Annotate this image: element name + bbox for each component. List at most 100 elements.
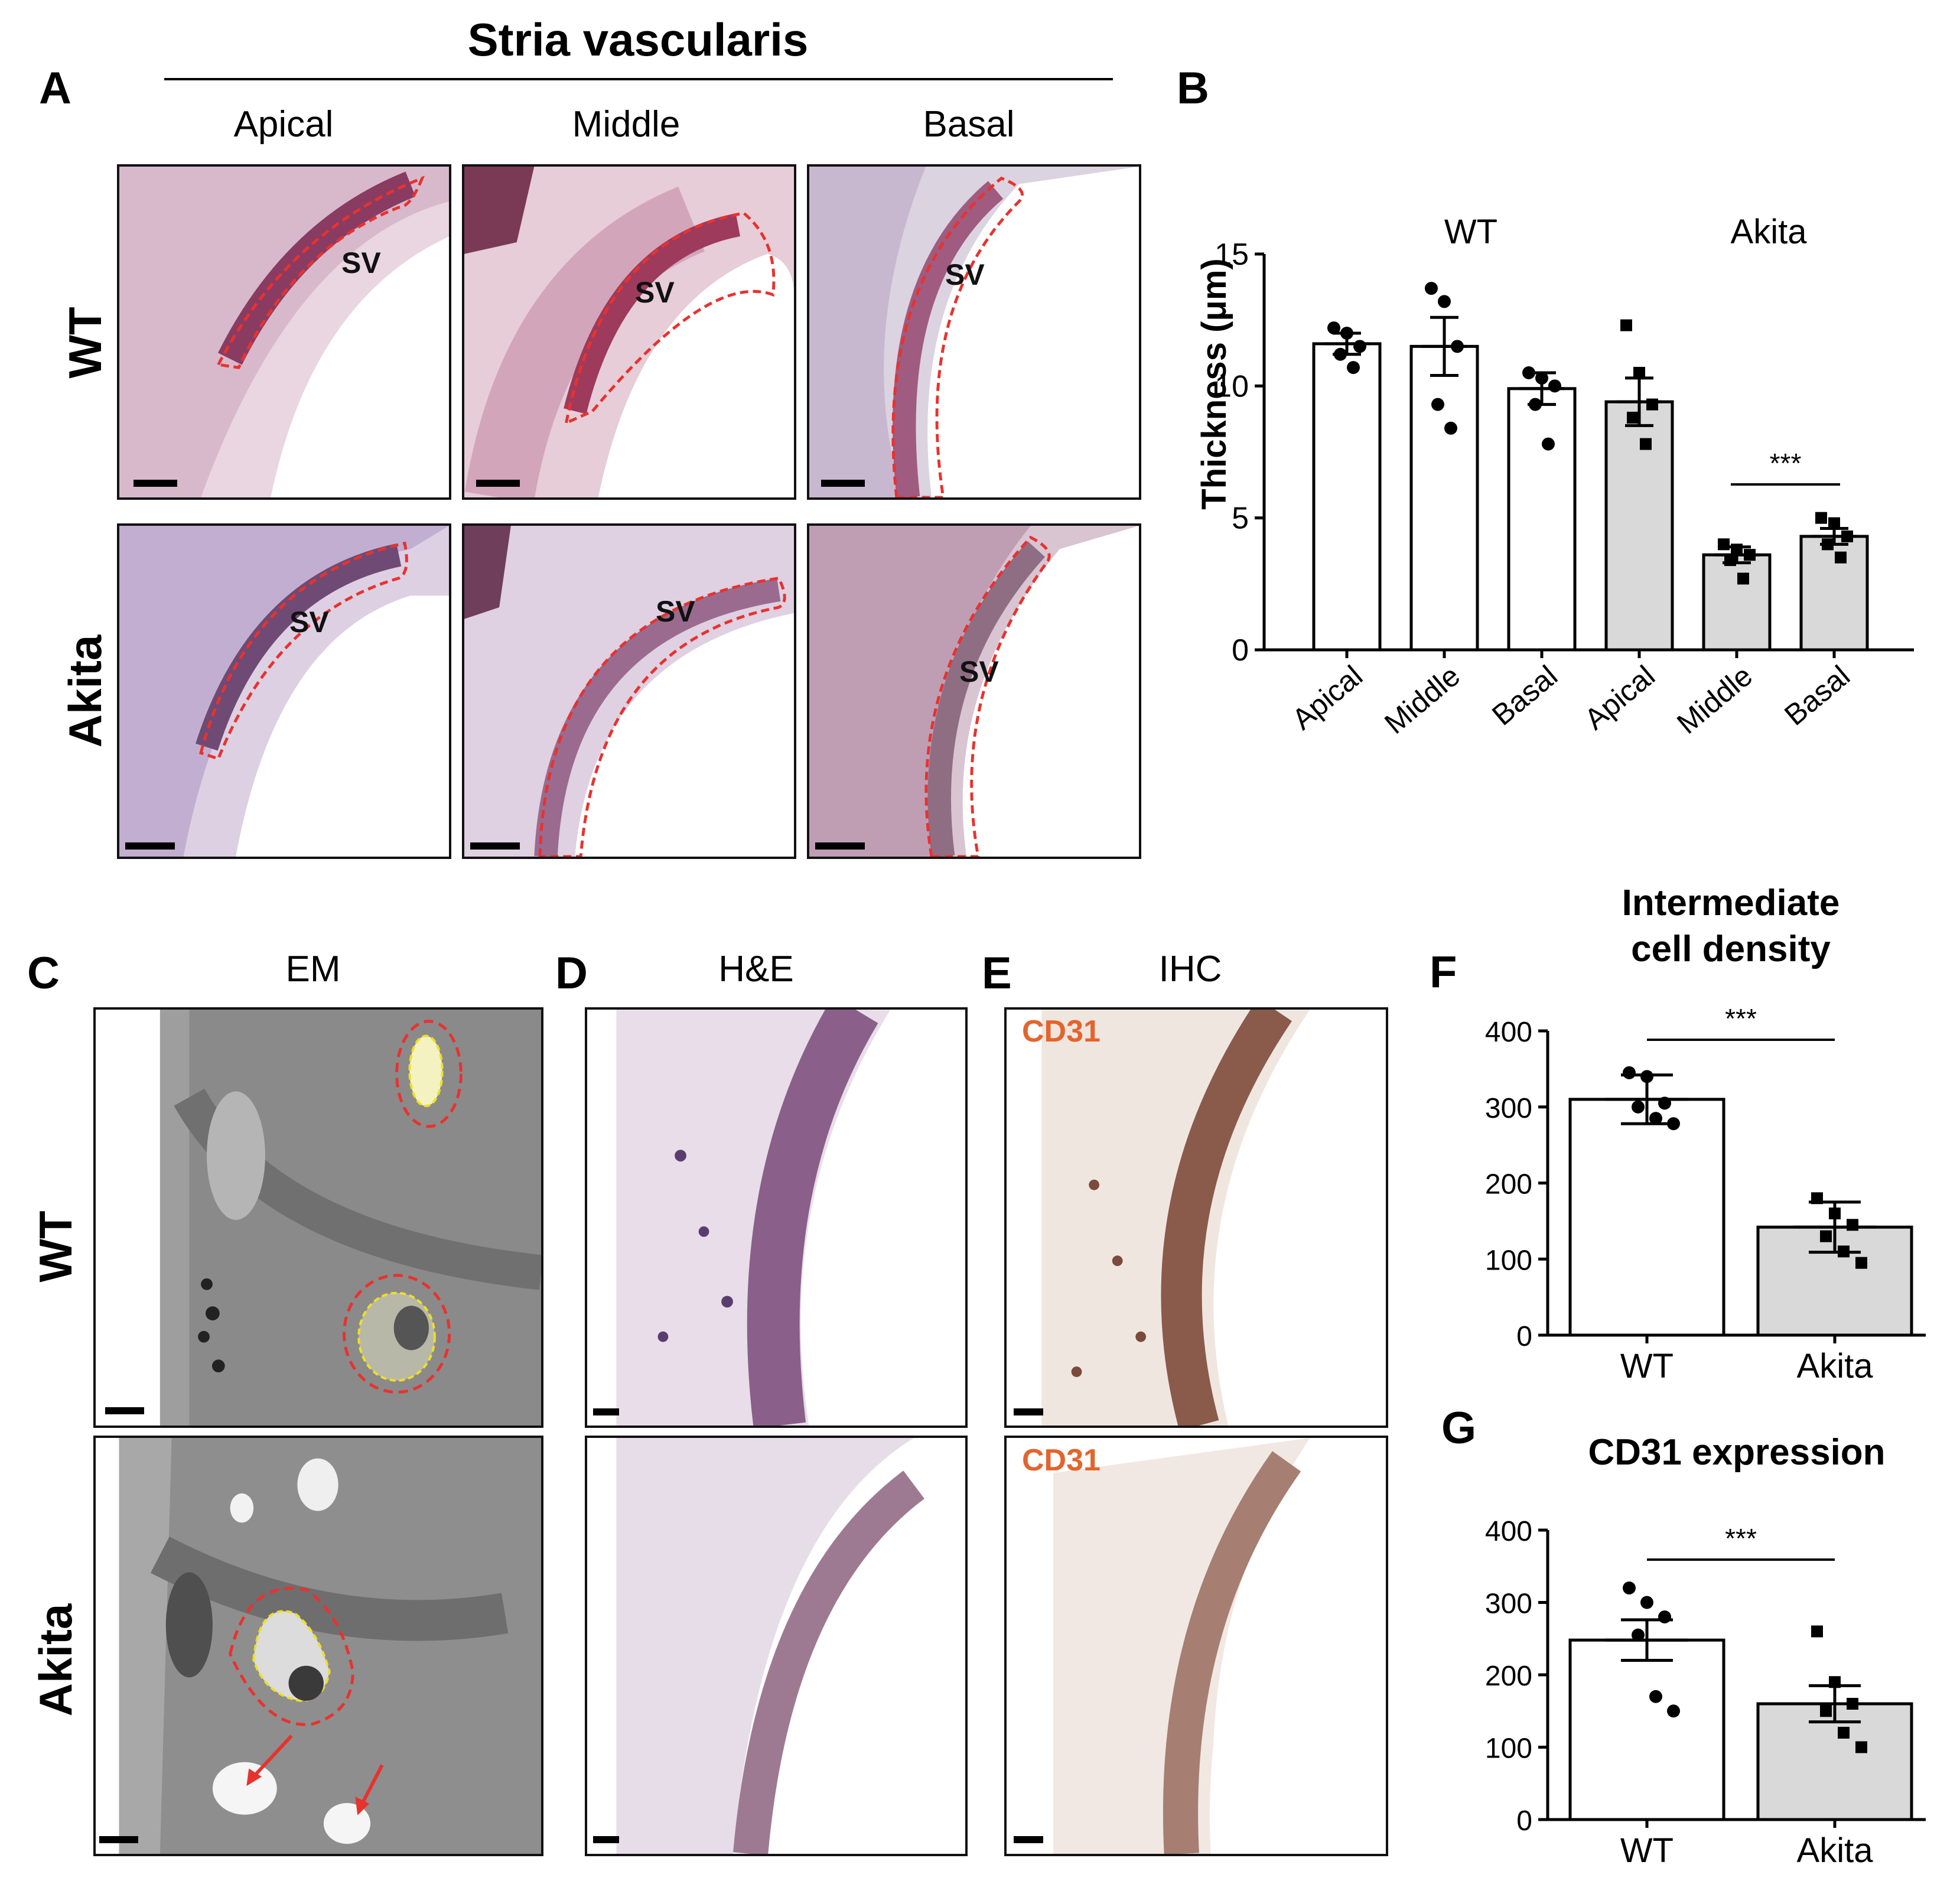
x-tick-label: Akita [1797,1347,1874,1382]
row-label-akita: Akita [59,634,111,748]
data-point [1623,1066,1636,1079]
bar [1604,400,1674,652]
data-point [1828,517,1840,529]
micrograph-wt-basal [807,164,1141,500]
data-point [1620,319,1632,331]
column-title-basal: Basal [923,104,1015,145]
bar [1702,553,1772,652]
x-tick-label: Basal [1778,659,1856,732]
data-point [1649,1690,1662,1703]
data-point [1522,366,1535,379]
micrograph-wt-middle [462,164,796,500]
bar [1799,535,1869,652]
data-point [1737,572,1749,585]
column-title-middle: Middle [572,104,681,145]
bar [1312,342,1382,652]
data-point [1838,1245,1850,1258]
data-point [1838,1727,1850,1739]
data-point [1847,1219,1858,1231]
ihc-micrograph-akita [1004,1436,1388,1856]
data-point [1667,1117,1680,1131]
sv-label: SV [656,595,695,628]
scale-bar [105,1407,144,1414]
column-title-em: EM [285,949,341,990]
data-point [1820,1705,1832,1717]
cd31-expression-chart: 0 100 200 300 400 WT Akita *** [1485,1516,1926,1870]
data-point [1658,1096,1671,1110]
y-tick-label: 200 [1485,1661,1532,1692]
data-point [1340,327,1353,340]
data-point [1535,371,1548,385]
data-point [1353,340,1366,353]
data-point [1632,1628,1645,1642]
data-point [1425,282,1438,295]
em-micrograph-wt [93,1007,543,1428]
sv-label: SV [341,246,381,279]
data-point [1633,367,1645,379]
scale-bar [593,1836,619,1843]
data-point [1327,321,1340,335]
sv-label: SV [289,606,329,639]
data-point [1347,361,1360,375]
chart-f-title-line2: cell density [1631,928,1831,969]
significance-label: *** [1725,1523,1757,1554]
scale-bar [821,480,865,487]
chart-g-title: CD31 expression [1588,1432,1886,1473]
data-point [1640,438,1652,450]
chart-b-group-wt: WT [1444,213,1497,251]
y-tick-label: 0 [1516,1321,1532,1352]
data-point [1667,1704,1680,1718]
y-tick-label: 300 [1485,1093,1532,1124]
panel-letter-g: G [1441,1403,1477,1453]
data-point [1451,340,1464,353]
data-point [1640,1070,1653,1083]
data-point [1847,1698,1858,1710]
y-tick-label: 200 [1485,1169,1532,1200]
data-point [1542,437,1555,451]
chart-f-title: Intermediate cell density [1518,880,1943,972]
data-point [1815,512,1827,524]
row-label-wt: WT [59,307,111,379]
row-label-wt: WT [30,1210,82,1283]
data-point [1829,1676,1841,1688]
scale-bar [593,1408,619,1415]
bar [1568,1098,1725,1337]
micrograph-akita-basal [807,523,1141,859]
row-label-akita: Akita [30,1603,82,1717]
panel-letter-d: D [555,948,588,998]
x-tick-label: WT [1620,1347,1674,1382]
data-point [1724,554,1736,567]
data-point [1627,411,1639,424]
panel-letter-b: B [1177,63,1209,113]
column-title-he: H&E [718,949,794,990]
data-point [1829,1208,1841,1219]
micrograph-akita-apical [117,523,451,859]
y-tick-label: 0 [1232,633,1249,668]
y-tick-label: 10 [1215,369,1249,403]
he-micrograph-wt [585,1007,968,1428]
data-point [1438,295,1451,308]
significance-label: *** [1725,1003,1757,1034]
data-point [1820,1230,1832,1242]
data-point [1744,549,1756,561]
chart-b-group-akita: Akita [1731,213,1808,251]
title-underline [164,78,1113,80]
x-tick-label: Akita [1797,1831,1874,1870]
scale-bar [1014,1836,1043,1843]
scale-bar [1014,1408,1043,1415]
stria-vascularis-title: Stria vascularis [467,14,809,66]
data-point [1855,1257,1867,1269]
y-tick-label: 0 [1516,1805,1532,1837]
y-tick-label: 100 [1485,1245,1532,1276]
x-tick-label: Apical [1578,659,1661,736]
sv-label: SV [945,258,985,291]
data-point [1646,398,1658,411]
data-point [1811,1192,1823,1205]
x-tick-label: Apical [1286,659,1369,736]
data-point [1835,551,1847,564]
panel-letter-a: A [39,63,71,113]
data-point [1548,379,1561,393]
y-tick-label: 100 [1485,1733,1532,1765]
chart-f-title-line1: Intermediate [1622,883,1840,923]
